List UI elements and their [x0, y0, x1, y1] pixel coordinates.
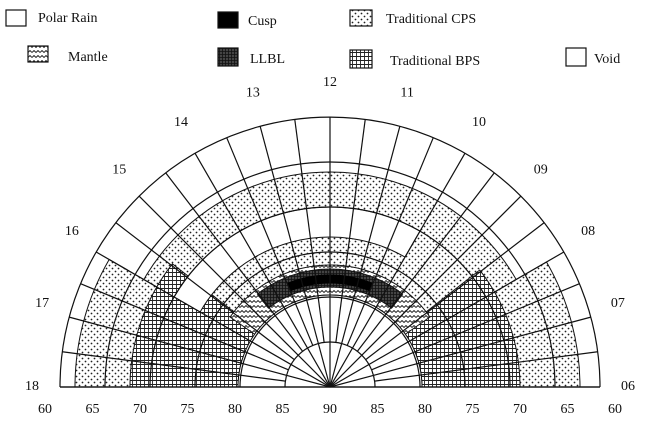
- meridian: [80, 283, 289, 371]
- hour-label: 18: [25, 379, 39, 394]
- legend-swatch: [217, 11, 239, 29]
- legend-swatch: [217, 47, 239, 67]
- meridian: [329, 126, 401, 388]
- meridian: [62, 351, 286, 382]
- hour-label: 14: [174, 115, 188, 130]
- legend-label: Traditional CPS: [386, 12, 476, 27]
- latitude-label: 65: [561, 402, 575, 417]
- legend-label: LLBL: [250, 52, 285, 67]
- hour-label: 12: [323, 75, 337, 90]
- latitude-label: 65: [86, 402, 100, 417]
- hour-label: 15: [112, 163, 126, 178]
- hour-label: 07: [611, 296, 625, 311]
- meridian: [226, 137, 314, 346]
- hour-label: 16: [65, 224, 79, 239]
- legend-swatch: [27, 45, 49, 63]
- meridian: [329, 316, 591, 388]
- hour-label: 17: [35, 296, 49, 311]
- hour-label: 06: [621, 379, 635, 394]
- meridian: [335, 119, 366, 343]
- latitude-label: 90: [323, 402, 337, 417]
- latitude-label: 60: [608, 402, 622, 417]
- hour-label: 13: [246, 85, 260, 100]
- polar-grid: [59, 116, 601, 388]
- meridian: [356, 172, 495, 352]
- meridian: [138, 195, 331, 388]
- legend-swatch: [5, 9, 27, 27]
- latitude-label: 85: [276, 402, 290, 417]
- legend-swatch: [349, 9, 373, 27]
- meridian: [346, 137, 434, 346]
- meridian: [294, 119, 325, 343]
- meridian: [374, 351, 598, 382]
- latitude-label: 85: [371, 402, 385, 417]
- regions: [60, 117, 600, 388]
- latitude-label: 60: [38, 402, 52, 417]
- meridian: [69, 316, 331, 388]
- meridian: [115, 222, 295, 361]
- legend: Polar Rain Mantle Cusp LLBL Traditional …: [5, 9, 620, 69]
- latitude-label: 70: [133, 402, 147, 417]
- latitude-label: 80: [418, 402, 432, 417]
- legend-label: Mantle: [68, 50, 108, 65]
- llbl-region: [256, 268, 404, 309]
- meridian: [329, 152, 466, 388]
- meridian: [194, 152, 331, 388]
- meridian: [329, 195, 522, 388]
- legend-swatch: [565, 47, 587, 67]
- hour-label: 08: [581, 224, 595, 239]
- meridian: [365, 222, 545, 361]
- meridian: [165, 172, 304, 352]
- latitude-label: 75: [466, 402, 480, 417]
- latitude-label: 70: [513, 402, 527, 417]
- meridian: [95, 251, 331, 388]
- meridian: [259, 126, 331, 388]
- latitude-label: 75: [181, 402, 195, 417]
- latitude-label: 80: [228, 402, 242, 417]
- meridian: [371, 283, 580, 371]
- legend-label: Void: [594, 52, 620, 67]
- labels: 06 07 08 09 10 11 12 13 14 15 16 17 18 60 65 70 75 80 85 90…: [25, 75, 635, 417]
- legend-swatch: [349, 49, 373, 69]
- legend-label: Polar Rain: [38, 11, 98, 26]
- hour-label: 09: [534, 163, 548, 178]
- meridian: [329, 251, 565, 388]
- legend-label: Cusp: [248, 14, 277, 29]
- legend-label: Traditional BPS: [390, 54, 480, 69]
- hour-label: 11: [400, 85, 413, 100]
- hour-label: 10: [472, 115, 486, 130]
